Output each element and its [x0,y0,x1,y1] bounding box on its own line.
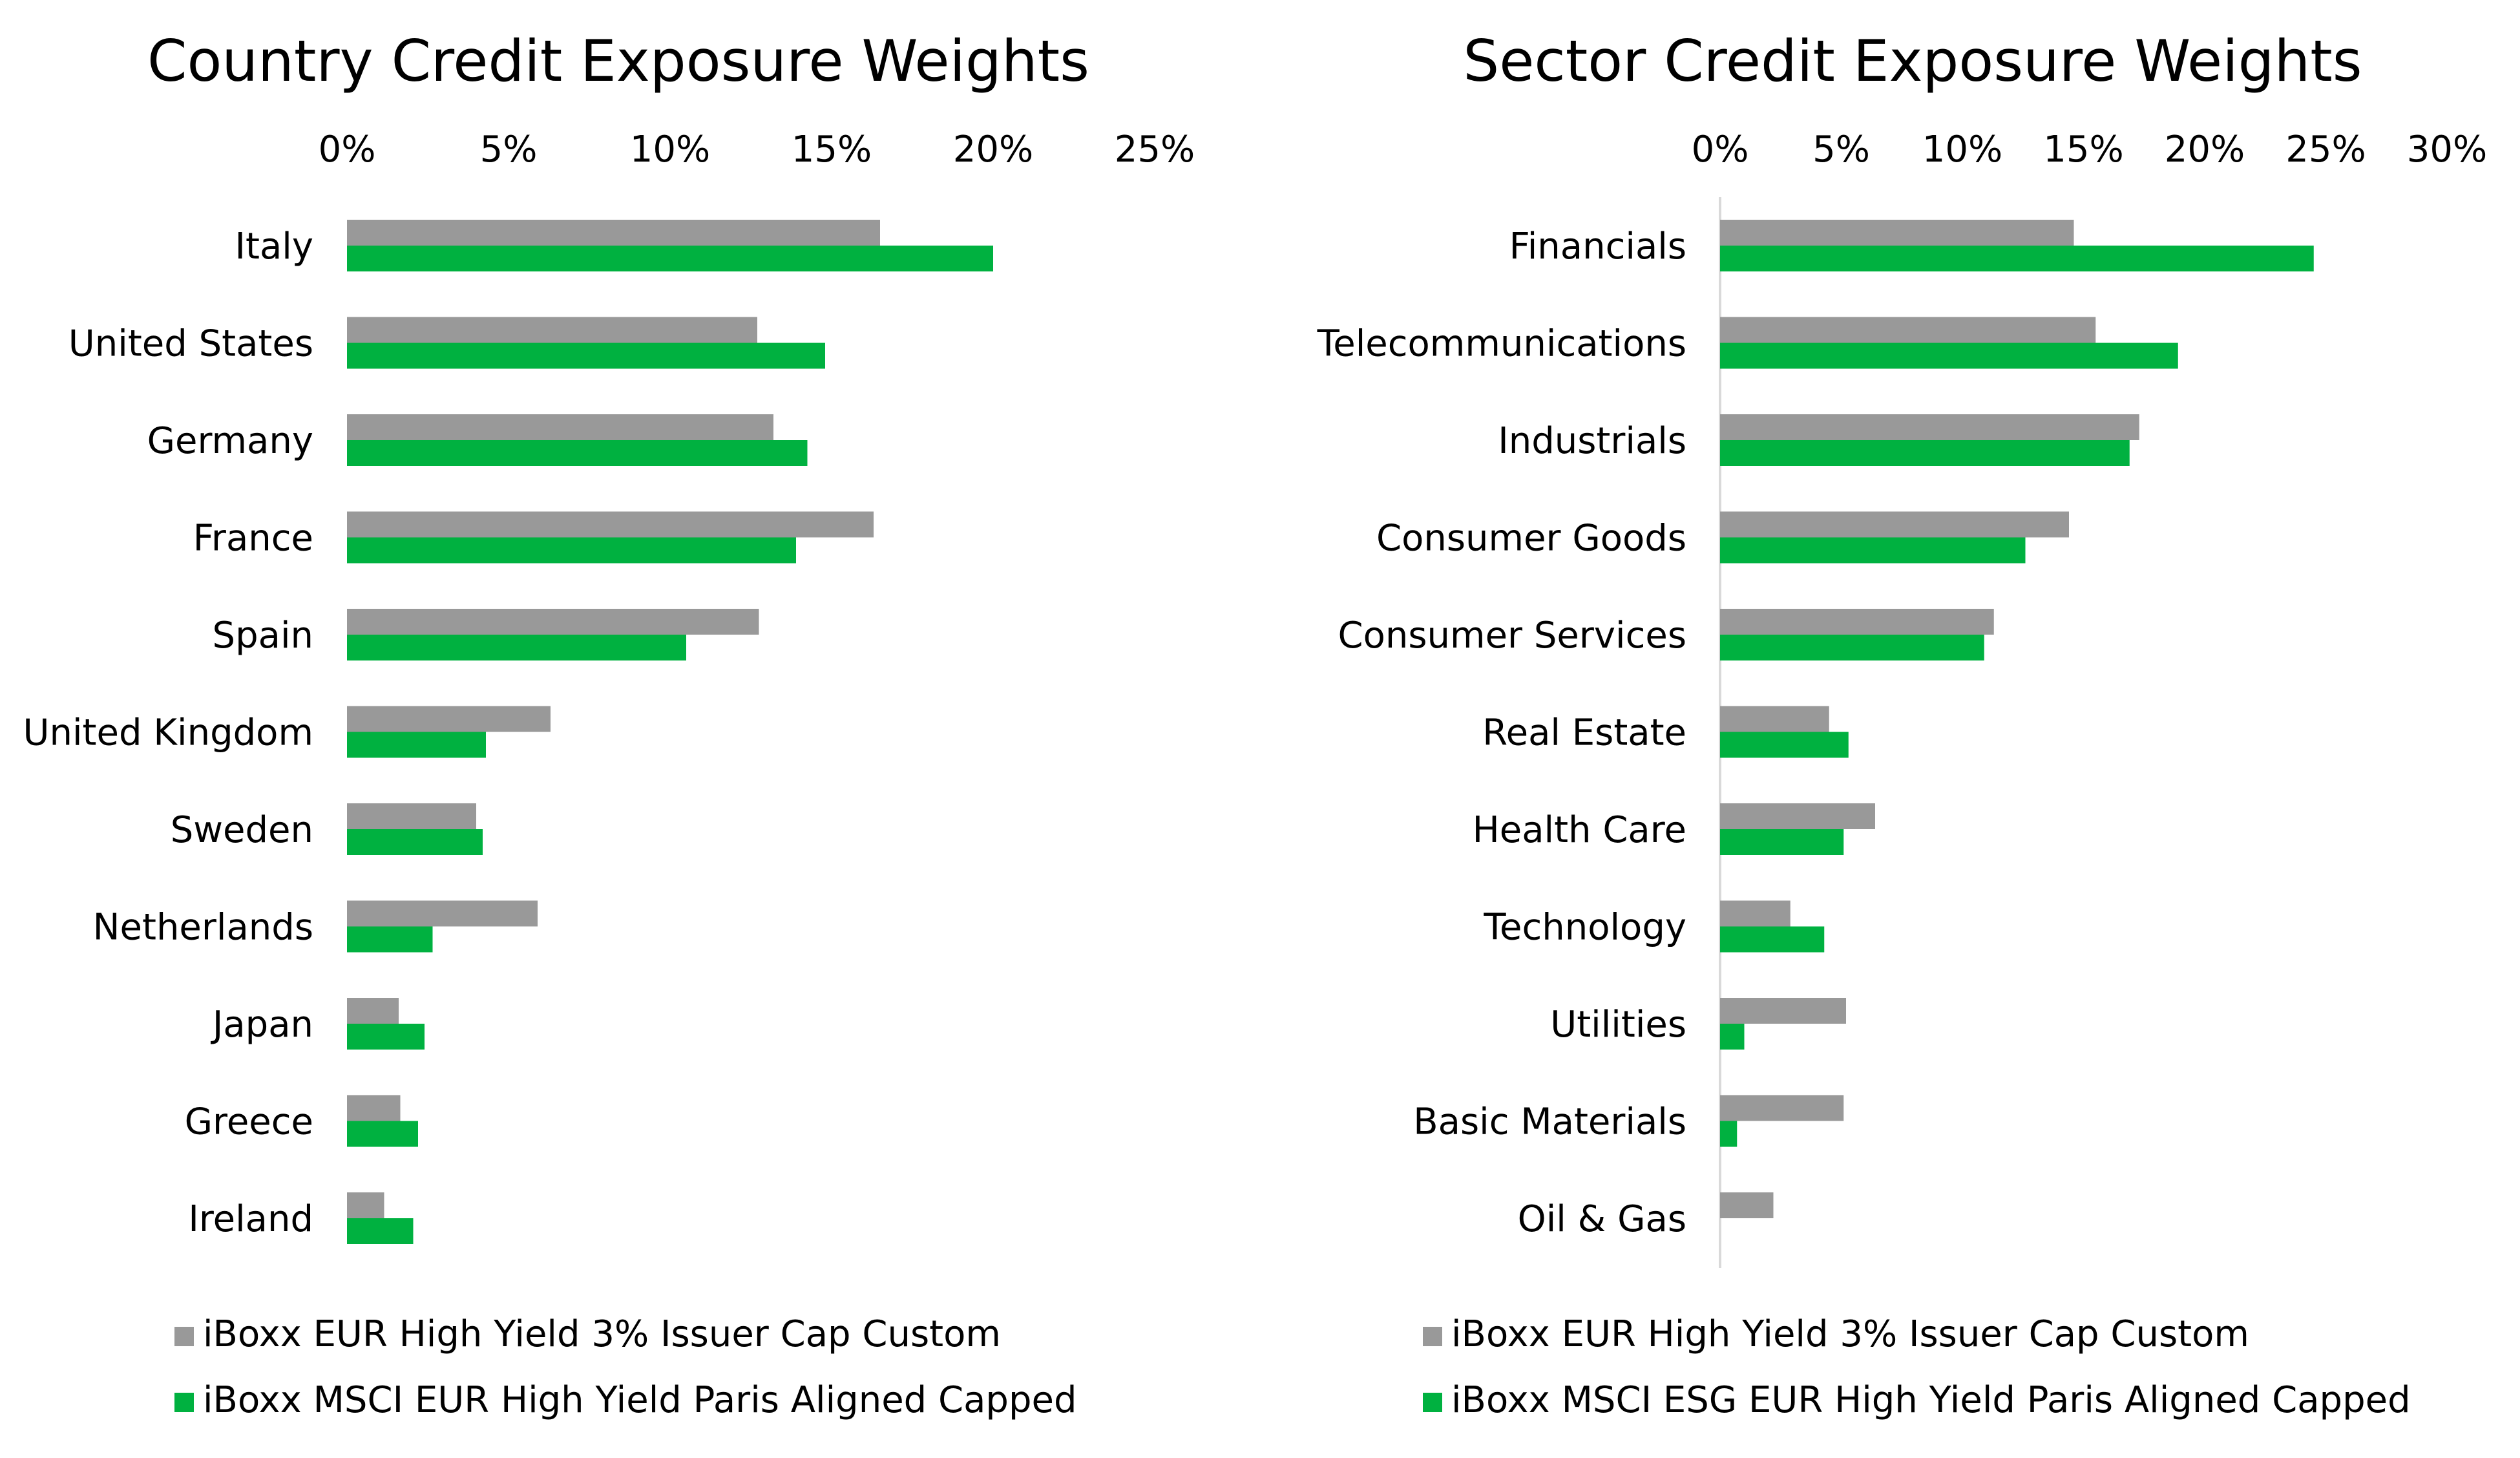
category-label: France [193,518,313,560]
bar-gray-greece [347,1095,401,1121]
bar-gray-industrials [1720,414,2139,440]
bar-green-health-care [1720,829,1844,855]
category-label: Industrials [1498,420,1686,462]
bar-gray-real-estate [1720,706,1829,732]
category-label: Oil & Gas [1518,1198,1686,1240]
bar-green-united-kingdom [347,732,486,758]
bar-green-consumer-goods [1720,537,2026,564]
bar-green-industrials [1720,440,2130,466]
x-tick-label: 0% [1692,129,1749,171]
category-label: United States [68,323,313,365]
bar-green-germany [347,440,808,466]
x-tick-label: 25% [1115,129,1195,171]
bar-green-japan [347,1024,425,1050]
x-tick-label: 30% [2407,129,2487,171]
bar-gray-sweden [347,803,476,829]
bar-green-greece [347,1121,418,1147]
chart-title: Sector Credit Exposure Weights [1463,28,2362,94]
bar-green-united-states [347,343,825,369]
bar-gray-ireland [347,1192,384,1218]
x-tick-label: 0% [319,129,376,171]
bar-green-telecommunications [1720,343,2178,369]
bar-gray-oil-and-gas [1720,1192,1774,1218]
category-label: Technology [1483,907,1686,949]
category-label: Italy [235,226,314,268]
x-tick-label: 15% [2043,129,2123,171]
bar-gray-united-kingdom [347,706,551,732]
category-label: Consumer Services [1338,615,1687,657]
category-label: Real Estate [1482,712,1686,754]
category-label: Netherlands [93,907,313,949]
legend-swatch-gray [1423,1327,1442,1346]
x-tick-label: 25% [2285,129,2366,171]
legend-label: iBoxx EUR High Yield 3% Issuer Cap Custo… [1451,1313,2249,1355]
bar-gray-consumer-goods [1720,511,2069,538]
category-label: United Kingdom [23,712,313,754]
bar-green-basic-materials [1720,1121,1738,1147]
category-label: Health Care [1473,809,1686,851]
category-label: Utilities [1550,1004,1686,1046]
country-chart: Country Credit Exposure Weights 0% 5% 10% 15… [23,28,1195,1421]
sector-chart: Sector Credit Exposure Weights 0% 5% 10% 15%… [1317,28,2488,1421]
category-label: Germany [147,420,313,462]
legend-label: iBoxx EUR High Yield 3% Issuer Cap Custo… [203,1313,1001,1355]
bar-green-netherlands [347,926,433,953]
bar-gray-italy [347,220,880,246]
bar-gray-financials [1720,220,2074,246]
x-tick-label: 20% [2165,129,2245,171]
bar-gray-germany [347,414,773,440]
bar-gray-telecommunications [1720,317,2096,343]
chart-title: Country Credit Exposure Weights [147,28,1089,94]
bar-green-ireland [347,1218,414,1244]
bar-gray-consumer-services [1720,609,1994,635]
x-tick-label: 5% [1812,129,1870,171]
legend-swatch-green [1423,1393,1442,1412]
bar-green-technology [1720,926,1825,953]
bar-gray-france [347,511,874,538]
bar-gray-utilities [1720,998,1846,1024]
bar-green-sweden [347,829,483,855]
legend-label: iBoxx MSCI EUR High Yield Paris Aligned … [203,1379,1077,1421]
bar-green-spain [347,635,686,660]
category-label: Consumer Goods [1376,518,1686,560]
bar-green-real-estate [1720,732,1849,758]
category-label: Basic Materials [1413,1101,1686,1143]
bar-green-financials [1720,246,2314,271]
category-label: Sweden [171,809,313,851]
category-label: Financials [1509,226,1686,268]
bar-green-consumer-services [1720,635,1984,660]
x-tick-label: 5% [480,129,538,171]
x-tick-label: 10% [630,129,710,171]
bar-gray-health-care [1720,803,1875,829]
bar-gray-japan [347,998,399,1024]
bar-gray-united-states [347,317,757,343]
x-tick-label: 20% [953,129,1033,171]
bar-green-france [347,537,796,564]
category-label: Japan [211,1004,313,1046]
bar-green-utilities [1720,1024,1745,1050]
bar-gray-netherlands [347,900,538,927]
bar-gray-spain [347,609,759,635]
legend-swatch-gray [174,1327,194,1346]
x-tick-label: 15% [792,129,872,171]
category-label: Greece [185,1101,313,1143]
category-label: Telecommunications [1317,323,1686,365]
x-tick-label: 10% [1922,129,2002,171]
bar-green-italy [347,246,993,271]
bar-gray-basic-materials [1720,1095,1844,1121]
category-label: Spain [213,615,313,657]
bar-gray-technology [1720,900,1790,927]
legend-label: iBoxx MSCI ESG EUR High Yield Paris Alig… [1451,1379,2411,1421]
legend-swatch-green [174,1393,194,1412]
category-label: Ireland [188,1198,313,1240]
